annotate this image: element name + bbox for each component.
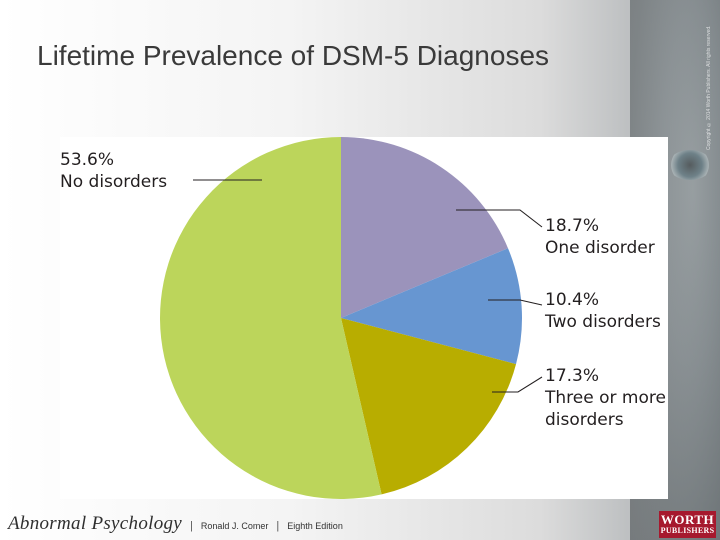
slice-category-label: No disorders bbox=[60, 172, 168, 192]
slice-category-label: Two disorders bbox=[545, 312, 661, 332]
slice-label: 18.7% One disorder bbox=[545, 215, 655, 259]
slice-label: 17.3% Three or more disorders bbox=[545, 365, 666, 431]
footer-separator: | bbox=[276, 520, 280, 532]
slice-label: 53.6% No disorders bbox=[60, 149, 167, 193]
pie-chart-panel: 18.7% One disorder 10.4% Two disorders 17.3%… bbox=[60, 137, 668, 499]
worth-publishers-logo: WORTH PUBLISHERS bbox=[659, 511, 716, 538]
footer-edition: Eighth Edition bbox=[287, 521, 343, 531]
leader-line bbox=[456, 209, 543, 228]
footer-credit: Abnormal Psychology | Ronald J. Comer | … bbox=[8, 513, 343, 539]
copyright-notice: Copyright © 2014 Worth Publishers. All r… bbox=[706, 25, 712, 150]
slice-category-label: One disorder bbox=[545, 238, 655, 258]
slice-percent-label: 53.6% bbox=[60, 150, 115, 170]
slice-label: 10.4% Two disorders bbox=[545, 289, 661, 333]
leader-line bbox=[492, 376, 543, 393]
pie-slice bbox=[341, 318, 517, 495]
slide-title: Lifetime Prevalence of DSM-5 Diagnoses bbox=[37, 40, 550, 71]
footer-author: Ronald J. Comer bbox=[200, 521, 269, 531]
slice-category-label: Three or more bbox=[545, 388, 666, 408]
logo-word-publishers: PUBLISHERS bbox=[660, 526, 715, 535]
logo-word-worth: WORTH bbox=[660, 512, 715, 527]
footer-book-title: Abnormal Psychology bbox=[8, 513, 183, 534]
background-eye-image bbox=[668, 150, 712, 180]
slice-percent-label: 17.3% bbox=[545, 366, 600, 386]
pie-slice bbox=[159, 137, 382, 499]
pie-chart bbox=[159, 137, 543, 499]
slice-percent-label: 10.4% bbox=[545, 290, 600, 310]
pie-slice bbox=[341, 137, 508, 318]
pie-slice bbox=[341, 248, 522, 365]
leader-line bbox=[488, 299, 543, 306]
footer-separator: | bbox=[190, 520, 193, 532]
slice-percent-label: 18.7% bbox=[545, 216, 600, 236]
slice-category-label: disorders bbox=[545, 410, 624, 430]
